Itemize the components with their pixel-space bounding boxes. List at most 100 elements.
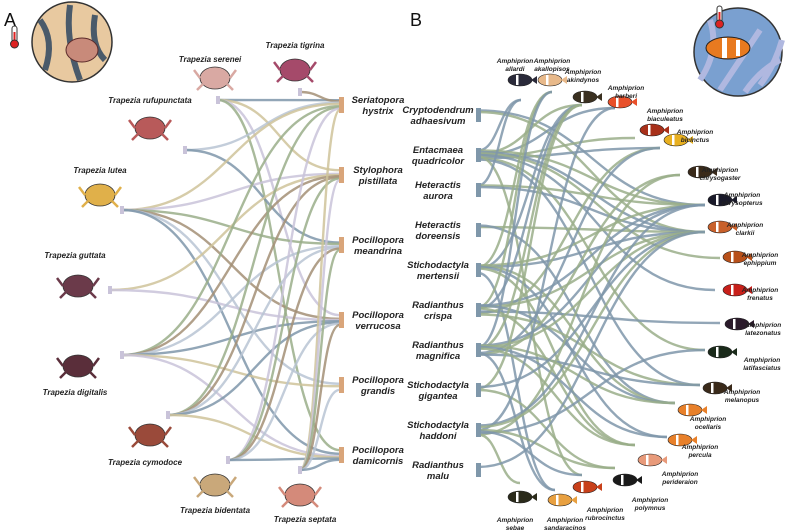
anemone-fish-edge [477,203,706,427]
crab-coral-edge [217,98,341,317]
fish-node [667,433,697,447]
anemone-fish-edge [477,110,706,234]
coral-node-bar [339,377,344,393]
anemone-fish-edge [477,230,706,469]
coral-label: Pocillopora [352,375,404,386]
anemone-fish-edge [477,230,706,429]
crab-node [128,116,187,154]
anemone-fish-edge [477,230,706,309]
fish-label: polymnus [634,505,666,512]
crab-coral-edge [167,246,341,417]
anemone-node-bar [476,423,481,437]
fish-node [707,220,737,234]
coral-label: damicornis [353,456,404,467]
fish-label: Amphiprion [723,192,760,199]
anemone-label: magnifica [416,351,460,362]
anemone-fish-edge [477,264,676,405]
fish-node [722,250,752,264]
fish-label: Amphiprion [661,471,698,478]
thermometer-icon [10,25,19,49]
fish-label: Amphiprion [681,444,718,451]
anemone-node-bar [476,263,481,277]
fish-label: latezonatus [745,330,781,337]
anemone-label: mertensii [417,271,460,282]
fish-label: biaculeatus [647,116,683,123]
crab-node [193,66,237,104]
fish-icon [507,73,533,87]
crab-coral-edge [299,323,341,472]
anemone-fish-edge [477,271,556,492]
fish-label: Amphiprion [546,517,583,524]
anemone-fish-edge [477,344,676,405]
fish-label: Amphiprion [726,222,763,229]
anemone-node-bar [476,383,481,397]
fish-node [507,490,537,504]
panel-a-edges [109,90,342,472]
fish-icon [537,73,563,87]
fish-label: Amphiprion [533,58,570,65]
crab-coral-edge [299,248,341,472]
anemone-label: quadricolor [412,156,466,167]
fish-label: Amphiprion [676,129,713,136]
coral-node-bar [339,312,344,328]
fish-label: Amphiprion [564,69,601,76]
thermometer-icon [715,5,724,29]
fish-node [707,345,737,359]
crab-coral-edge [167,176,341,417]
fish-label: melanopus [725,397,760,404]
fish-node [537,73,567,87]
fish-label: Amphiprion [701,167,738,174]
anemone-fish-edge [477,433,521,485]
crab-icon [84,183,116,207]
fish-node [607,95,637,109]
coral-label: hystrix [362,106,394,117]
anemone-fish-edge [477,203,706,307]
crab-label: Trapezia cymodoce [108,458,183,467]
anemone-label: malu [427,471,449,482]
fish-icon [612,473,638,487]
fish-label: Amphiprion [646,108,683,115]
fish-node [677,403,707,417]
fish-label: Amphiprion [496,58,533,65]
crab-icon [134,116,166,140]
anemone-fish-edge [477,428,616,470]
anemone-label: Heteractis [415,180,461,191]
anemone-node-bar [476,183,481,197]
anemone-label: Radianthus [412,300,464,311]
crab-coral-edge [167,106,341,417]
coral-label: Seriatopora [352,95,405,106]
fish-label: sandaracinos [544,525,586,531]
anemone-fish-edge [477,109,706,207]
fish-node [707,193,737,207]
fish-label: perideraion [661,479,697,486]
fish-label: Amphiprion [741,287,778,294]
crab-coral-edge [109,173,341,292]
crab-coral-edge [227,457,341,462]
fish-label: chrysopterus [721,200,763,207]
fish-label: clarkii [736,230,755,237]
anemone-fish-edge [477,184,706,207]
fish-label: akallopisos [534,66,570,73]
anemone-fish-edge [477,106,616,432]
fish-label: ocellaris [695,424,722,431]
fish-node [572,90,602,104]
anemone-fish-edge [477,353,701,387]
fish-node [724,317,754,331]
anemone-label: aurora [423,191,453,202]
crab-icon [199,66,231,90]
anemone-fish-edge [477,230,706,269]
fish-node [507,73,537,87]
anemone-fish-illustration [693,7,785,97]
anemone-node-bar [476,463,481,477]
crab-coral-edge [167,321,341,417]
anemone-fish-edge [477,173,681,436]
crab-node [278,466,322,508]
anemone-fish-edge [477,348,706,435]
fish-node [572,480,602,494]
crab-icon [284,483,316,507]
crab-coral-edge [121,208,341,385]
fish-label: akindynos [567,77,600,84]
fish-label: Amphiprion [723,389,760,396]
